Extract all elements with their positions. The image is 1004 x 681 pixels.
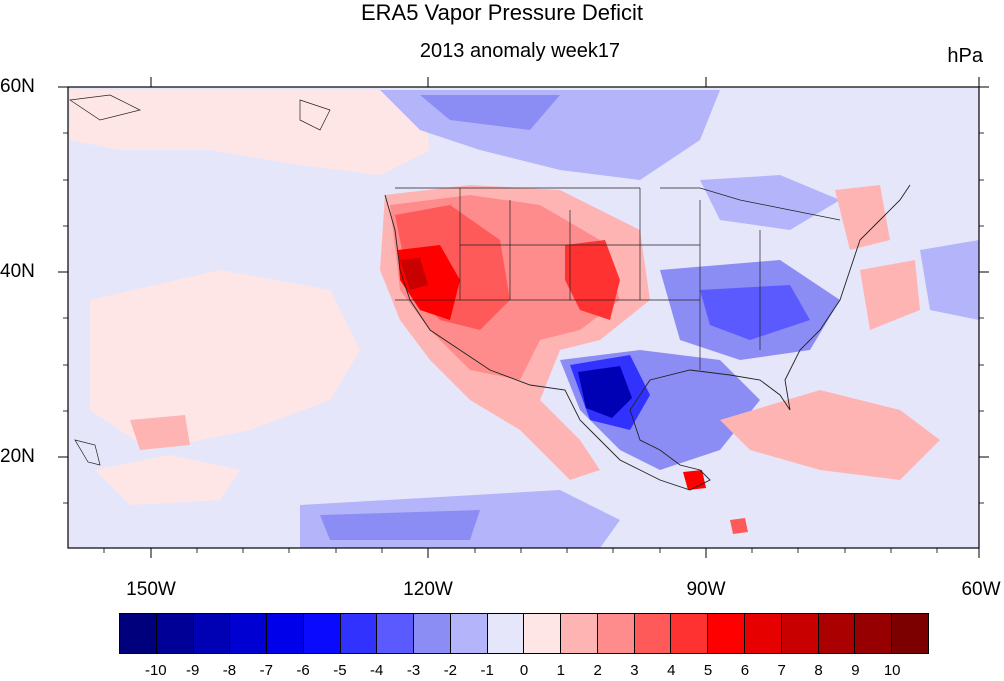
lon-label-120w: 120W bbox=[403, 579, 453, 600]
colorbar-tick-label: -2 bbox=[443, 662, 458, 679]
plot-frame bbox=[67, 86, 980, 549]
great-lakes-negative bbox=[700, 175, 840, 230]
colorbar-swatch bbox=[597, 614, 635, 653]
colorbar-tick-label: 7 bbox=[777, 662, 786, 679]
colorbar-swatch bbox=[303, 614, 341, 653]
alaska-coast bbox=[69, 94, 331, 131]
colorbar-swatch bbox=[487, 614, 525, 653]
southeast-negative-core bbox=[700, 285, 810, 340]
texas-negative-core bbox=[578, 366, 632, 418]
map-title: ERA5 Vapor Pressure Deficit bbox=[360, 0, 644, 25]
state-borders bbox=[395, 187, 841, 370]
colorbar-tick-label: -9 bbox=[185, 662, 200, 679]
south-pacific-positive bbox=[95, 455, 240, 505]
colorbar-swatch bbox=[708, 614, 746, 653]
lat-label-40n: 40N bbox=[0, 261, 35, 282]
central-pacific-positive bbox=[90, 270, 360, 450]
colorbar-swatch bbox=[855, 614, 893, 653]
lon-label-90w: 90W bbox=[686, 579, 726, 600]
atlantic-negative bbox=[920, 240, 979, 320]
colorbar-tick-label: 5 bbox=[703, 662, 713, 679]
colorbar-swatch bbox=[634, 614, 672, 653]
colorbar-tick-label: -7 bbox=[259, 662, 273, 679]
axis-minor-ticks bbox=[63, 132, 984, 553]
colorbar-tick-label: 8 bbox=[814, 662, 823, 679]
colorbar-tick-label: 0 bbox=[519, 662, 529, 679]
coastline bbox=[384, 184, 911, 491]
colorbar-tick-label: -10 bbox=[144, 662, 167, 679]
pacific-patch-positive bbox=[130, 415, 190, 450]
units-label: hPa bbox=[947, 45, 983, 67]
colorbar-tick-label: 2 bbox=[593, 662, 602, 679]
lon-label-150w: 150W bbox=[126, 579, 176, 600]
colorbar-swatch bbox=[671, 614, 709, 653]
colorbar-swatch bbox=[156, 614, 194, 653]
colorbar-swatch bbox=[193, 614, 231, 653]
colorbar-swatch bbox=[450, 614, 488, 653]
colorbar-swatch bbox=[561, 614, 598, 653]
caribbean-positive bbox=[720, 390, 940, 480]
atlantic-positive bbox=[860, 260, 920, 330]
california-positive-peak bbox=[400, 258, 428, 290]
tropical-pacific-negative-core bbox=[320, 510, 480, 540]
colorbar-tick-label: -6 bbox=[296, 662, 310, 679]
lat-label-60n: 60N bbox=[0, 76, 35, 97]
colorbar-swatch bbox=[818, 614, 856, 653]
axis-ticks bbox=[58, 77, 989, 558]
colorbar-swatch bbox=[781, 614, 819, 653]
colorbar-swatch bbox=[745, 614, 782, 653]
colorbar-tick-label: -8 bbox=[222, 662, 237, 679]
colorbar-swatch bbox=[120, 614, 157, 653]
map-subtitle: 2013 anomaly week17 bbox=[419, 40, 621, 62]
colorbar-tick-label: 4 bbox=[667, 662, 676, 679]
colorbar-swatch bbox=[230, 614, 268, 653]
colorbar-swatch bbox=[377, 614, 415, 653]
hawaii-islands bbox=[74, 439, 101, 466]
colorbar-tick-label: -4 bbox=[370, 662, 384, 679]
colorbar-tick-label: -3 bbox=[406, 662, 421, 679]
colorbar-tick-label: 6 bbox=[740, 662, 750, 679]
colorbar bbox=[119, 613, 929, 654]
colorbar-tick-label: 10 bbox=[883, 662, 901, 679]
colorbar-tick-label: -5 bbox=[333, 662, 347, 679]
colorbar-tick-label: 1 bbox=[556, 662, 565, 679]
colorbar-tick-label: -1 bbox=[480, 662, 494, 679]
colorbar-swatch bbox=[267, 614, 304, 653]
lat-label-20n: 20N bbox=[0, 446, 35, 467]
canada-negative-core bbox=[420, 95, 560, 130]
panama-positive bbox=[730, 518, 748, 534]
colorbar-swatch bbox=[892, 614, 928, 653]
lon-label-60w: 60W bbox=[961, 579, 1001, 600]
colorbar-swatch bbox=[340, 614, 378, 653]
anomaly-field bbox=[68, 87, 979, 548]
colorbar-tick-label: 9 bbox=[851, 662, 860, 679]
colorbar-swatch bbox=[524, 614, 562, 653]
colorbar-swatch bbox=[414, 614, 451, 653]
north-pacific-positive bbox=[70, 90, 430, 175]
colorbar-tick-label: 3 bbox=[630, 662, 639, 679]
new-england-positive bbox=[835, 185, 890, 250]
